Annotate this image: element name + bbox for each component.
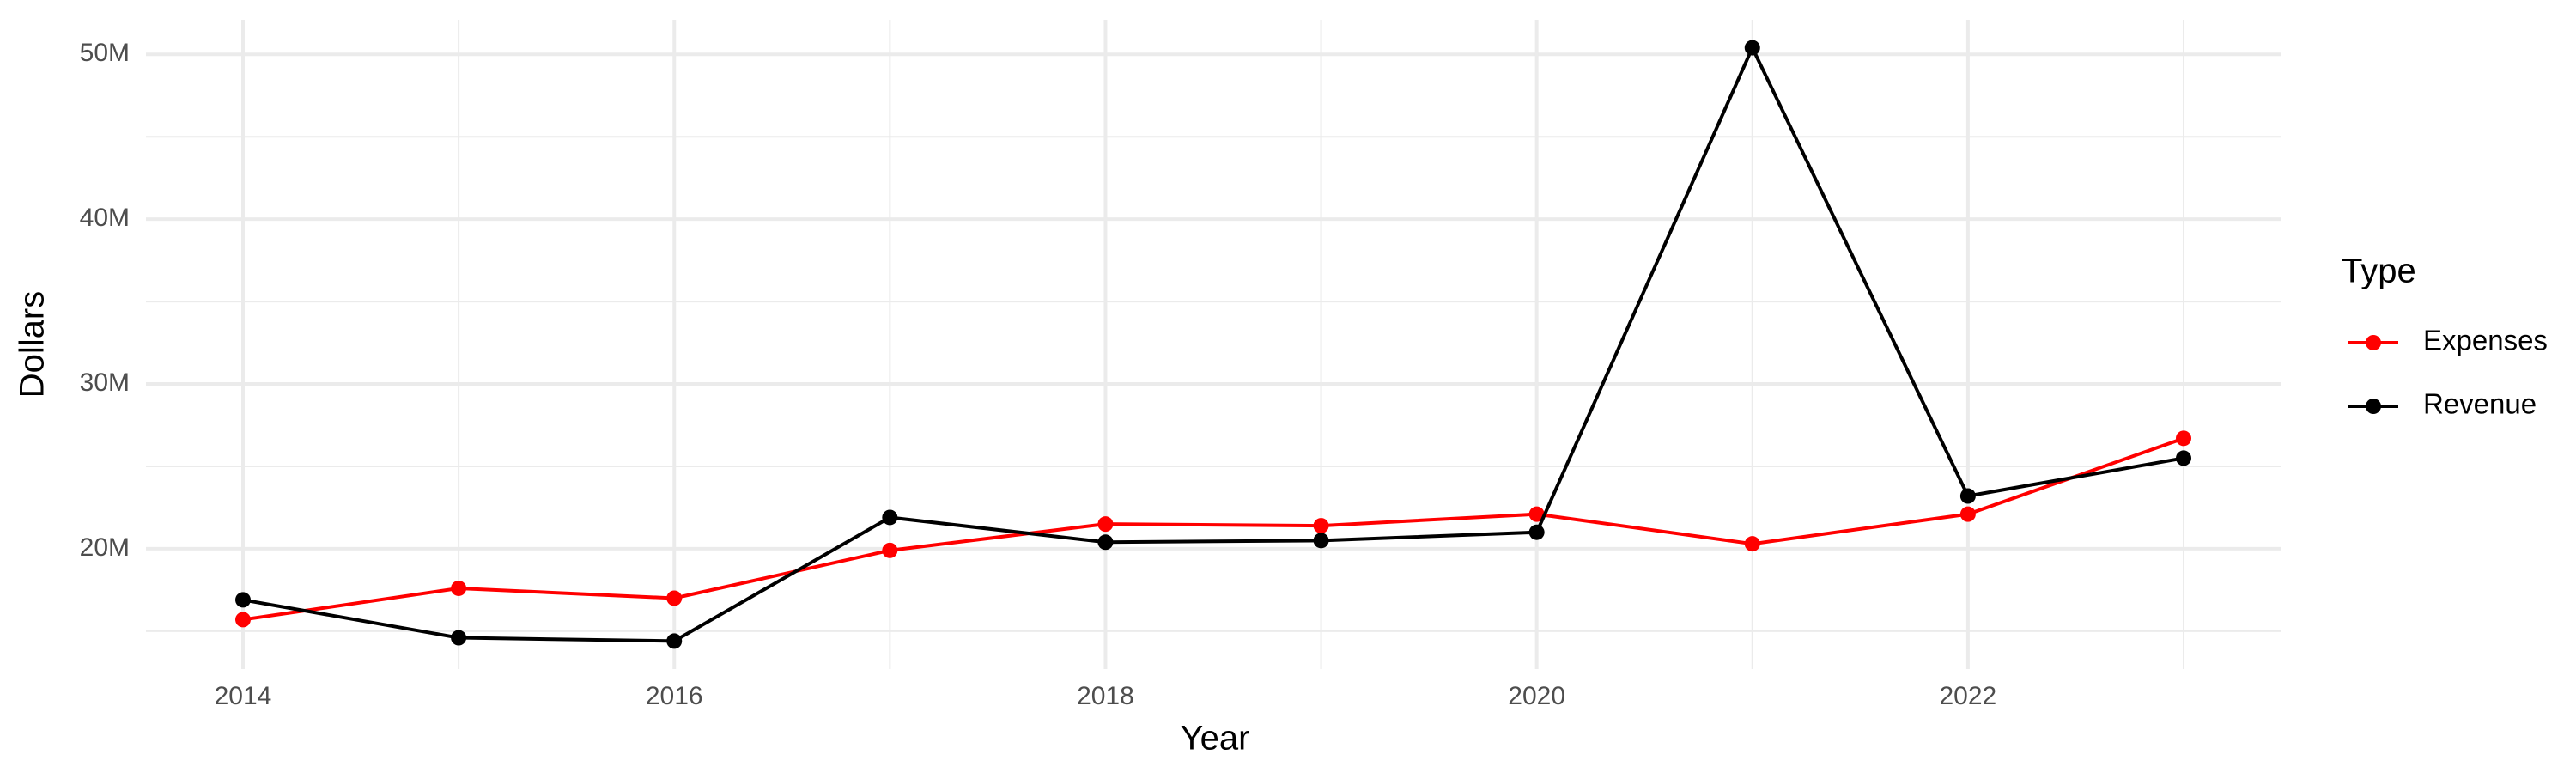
data-point bbox=[1313, 518, 1329, 534]
legend-key-point bbox=[2366, 335, 2381, 350]
legend-label: Revenue bbox=[2423, 388, 2537, 420]
y-tick-label: 50M bbox=[80, 39, 130, 67]
legend-key-point bbox=[2366, 399, 2381, 414]
data-point bbox=[666, 633, 683, 649]
data-point bbox=[1097, 516, 1114, 533]
data-point bbox=[1528, 524, 1545, 540]
series-line bbox=[242, 436, 2184, 622]
data-point bbox=[882, 542, 898, 558]
series-line bbox=[242, 43, 2184, 643]
data-point bbox=[882, 509, 898, 526]
y-tick-label: 40M bbox=[80, 204, 130, 232]
data-point bbox=[235, 612, 251, 628]
plot-marks bbox=[235, 40, 2191, 649]
x-tick-label: 2020 bbox=[1508, 682, 1565, 710]
data-point bbox=[235, 592, 251, 608]
data-point bbox=[451, 630, 467, 646]
data-point bbox=[1097, 534, 1114, 551]
data-point bbox=[2176, 430, 2191, 447]
legend-title: Type bbox=[2342, 253, 2416, 290]
data-point bbox=[1313, 533, 1329, 549]
data-point bbox=[1959, 488, 1976, 504]
x-tick-label: 2014 bbox=[215, 682, 272, 710]
data-point bbox=[1744, 40, 1760, 56]
x-tick-label: 2022 bbox=[1940, 682, 1997, 710]
data-point bbox=[666, 590, 683, 606]
y-tick-label: 30M bbox=[80, 368, 130, 397]
data-point bbox=[451, 580, 467, 596]
x-axis-title: Year bbox=[1181, 720, 1250, 758]
legend-label: Expenses bbox=[2423, 325, 2548, 356]
data-point bbox=[1744, 536, 1760, 552]
y-tick-label: 20M bbox=[80, 533, 130, 562]
x-tick-label: 2018 bbox=[1077, 682, 1134, 710]
x-tick-label: 2016 bbox=[646, 682, 703, 710]
data-point bbox=[1528, 506, 1545, 522]
data-point bbox=[2176, 450, 2191, 466]
y-axis-title: Dollars bbox=[14, 291, 52, 398]
grid bbox=[146, 20, 2281, 669]
data-point bbox=[1959, 506, 1976, 522]
